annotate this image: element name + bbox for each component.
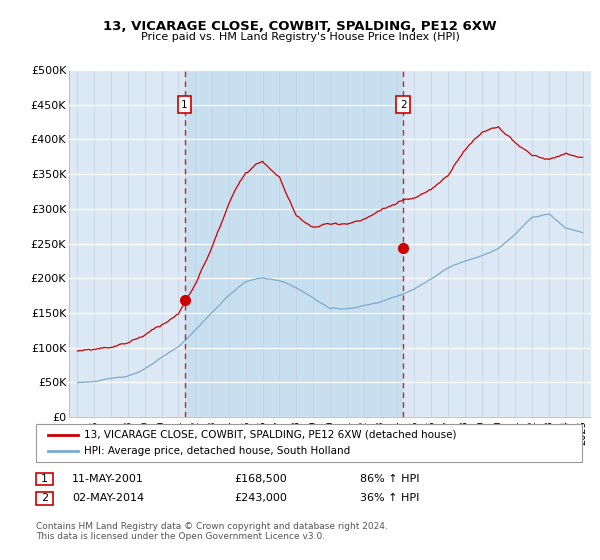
Text: £168,500: £168,500	[234, 474, 287, 484]
Text: Contains HM Land Registry data © Crown copyright and database right 2024.
This d: Contains HM Land Registry data © Crown c…	[36, 522, 388, 542]
Text: 1: 1	[41, 474, 48, 484]
Text: 02-MAY-2014: 02-MAY-2014	[72, 493, 144, 503]
Text: Price paid vs. HM Land Registry's House Price Index (HPI): Price paid vs. HM Land Registry's House …	[140, 32, 460, 43]
Text: £243,000: £243,000	[234, 493, 287, 503]
Text: 36% ↑ HPI: 36% ↑ HPI	[360, 493, 419, 503]
Text: 1: 1	[181, 100, 188, 110]
Text: HPI: Average price, detached house, South Holland: HPI: Average price, detached house, Sout…	[84, 446, 350, 456]
Text: 13, VICARAGE CLOSE, COWBIT, SPALDING, PE12 6XW: 13, VICARAGE CLOSE, COWBIT, SPALDING, PE…	[103, 20, 497, 32]
Text: 2: 2	[400, 100, 407, 110]
Bar	[185, 70, 403, 417]
Text: 86% ↑ HPI: 86% ↑ HPI	[360, 474, 419, 484]
Text: 11-MAY-2001: 11-MAY-2001	[72, 474, 144, 484]
Text: 2: 2	[41, 493, 48, 503]
Text: 13, VICARAGE CLOSE, COWBIT, SPALDING, PE12 6XW (detached house): 13, VICARAGE CLOSE, COWBIT, SPALDING, PE…	[84, 430, 457, 440]
